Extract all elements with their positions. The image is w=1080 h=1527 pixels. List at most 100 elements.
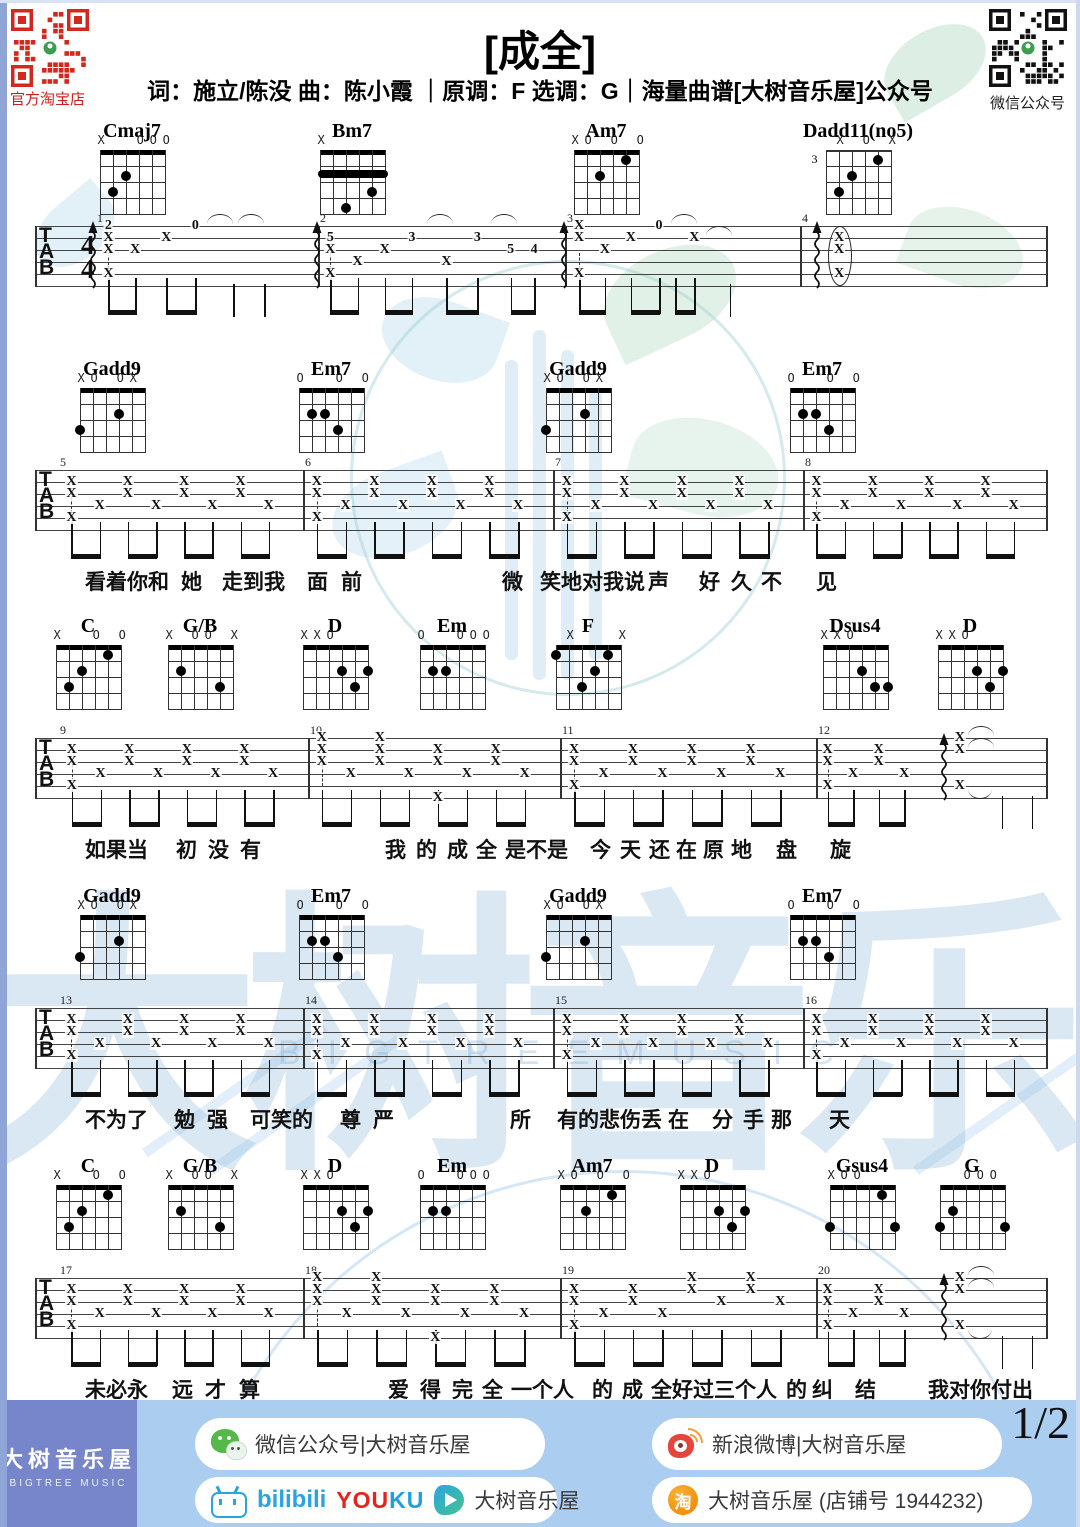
chord-fret-line <box>319 198 386 199</box>
chord-finger-dot <box>349 1222 360 1232</box>
note-stem <box>99 1330 102 1366</box>
lyric-text: 成 <box>447 839 468 862</box>
tab-note: X <box>951 498 964 513</box>
chord-nut <box>79 388 146 393</box>
tab-note: X <box>454 498 467 513</box>
quarter-note-stem <box>729 284 731 317</box>
chord-fret-line <box>679 1249 746 1250</box>
staff-line <box>35 1338 1048 1339</box>
tab-note: X <box>129 242 142 257</box>
strum-dash <box>316 497 318 518</box>
beam-bar <box>574 822 606 827</box>
chord-finger-dot <box>76 666 87 676</box>
measure-number: 14 <box>305 993 317 1007</box>
lyric-text: 分 <box>712 1109 733 1132</box>
tab-note: X <box>646 498 660 513</box>
note-stem <box>156 1060 158 1096</box>
chord-finger-dot <box>427 1206 438 1216</box>
chord-finger-dot <box>846 171 857 181</box>
chord-string-markers: O O O <box>787 898 866 912</box>
staff-line <box>35 482 1048 483</box>
beam-bar <box>566 1092 597 1097</box>
tab-note: X <box>847 766 860 781</box>
note-stem <box>721 1330 723 1366</box>
taobao-shop-link[interactable]: 淘 大树音乐屋 (店铺号 1944232) <box>652 1477 1032 1523</box>
chord-fret-line <box>419 661 486 662</box>
note-stem <box>662 790 664 826</box>
chord-fret-line <box>829 1217 896 1218</box>
chord-fret-line <box>789 452 856 453</box>
lyric-text: 天 <box>829 1109 850 1132</box>
chord-fret-line <box>545 947 612 948</box>
chord-fret-line <box>545 404 612 405</box>
tab-note: X <box>624 230 637 245</box>
tab-note: X <box>866 1012 879 1027</box>
tab-note: X <box>744 1282 757 1297</box>
chord-finger-dot <box>113 409 124 419</box>
beam-bar <box>446 310 479 315</box>
beam-bar <box>675 310 696 315</box>
staff-end-barline <box>1046 1008 1048 1069</box>
chord-fret-line <box>559 1201 626 1202</box>
lyric-text: 可笑的 <box>250 1109 313 1132</box>
note-stem <box>524 790 527 826</box>
note-stem <box>268 1330 271 1366</box>
chord-fret-line <box>55 1217 122 1218</box>
note-stem <box>212 1060 214 1096</box>
note-stem <box>957 1060 959 1096</box>
chord-name: G/B <box>182 615 218 637</box>
chord-name: Cmaj7 <box>103 120 161 142</box>
chord-finger-dot <box>971 666 982 676</box>
quarter-note-stem <box>233 284 235 317</box>
note-stem <box>595 1060 597 1096</box>
note-stem <box>186 790 189 826</box>
chord-name: Gadd9 <box>83 358 141 380</box>
tab-note: X <box>646 1036 660 1051</box>
strum-arrow-icon <box>937 732 951 807</box>
chord-finger-dot <box>175 1206 186 1216</box>
chord-nut <box>939 1185 1006 1190</box>
wechat-link[interactable]: 微信公众号|大树音乐屋 <box>195 1418 545 1470</box>
tab-note: X <box>923 1024 936 1039</box>
note-stem <box>435 1330 437 1366</box>
beam-bar <box>510 310 536 315</box>
chord-name: G/B <box>182 1155 218 1177</box>
tab-clef-letter: B <box>39 1038 55 1061</box>
strum-dash <box>574 1305 576 1326</box>
tab-note: X <box>425 486 438 501</box>
chord-name: D <box>327 615 343 637</box>
beam-bar <box>739 554 770 559</box>
chord-fret-line <box>99 214 166 215</box>
chord-finger-dot <box>540 425 551 435</box>
chord-string-markers: O O O <box>296 898 375 912</box>
weibo-link[interactable]: 新浪微博|大树音乐屋 <box>652 1418 1002 1470</box>
measure-number: 6 <box>305 455 311 469</box>
staff-end-barline <box>1046 1278 1048 1339</box>
beam-bar <box>566 554 597 559</box>
chord-string-markers: X O O <box>53 1168 132 1182</box>
chord-name: Em7 <box>311 885 351 907</box>
tab-note: X <box>206 1036 219 1051</box>
tab-note: X <box>744 742 757 757</box>
tab-note: X <box>262 1036 275 1051</box>
staff-end-barline <box>1046 226 1048 287</box>
tab-note: X <box>483 1012 496 1027</box>
lyric-text: 不为了 <box>85 1109 148 1132</box>
note-stem <box>379 790 382 826</box>
tie-arc <box>967 1266 994 1276</box>
chord-finger-dot <box>120 171 131 181</box>
beam-bar <box>71 554 102 559</box>
staff-line <box>35 1008 1048 1009</box>
tab-note: X <box>923 486 936 501</box>
tab-note: X <box>93 1306 106 1321</box>
page-edge-right <box>1076 0 1080 1527</box>
staff-line <box>35 494 1048 495</box>
tab-note: X <box>517 1306 531 1321</box>
bilibili-youku-link[interactable]: bilibili YOUKU 大树音乐屋 <box>195 1477 579 1523</box>
beam-bar <box>624 1092 655 1097</box>
beam-bar <box>691 822 723 827</box>
beam-bar <box>431 554 462 559</box>
measure-number: 7 <box>555 455 561 469</box>
tab-note: X <box>431 754 444 769</box>
tab-note: X <box>685 1282 698 1297</box>
